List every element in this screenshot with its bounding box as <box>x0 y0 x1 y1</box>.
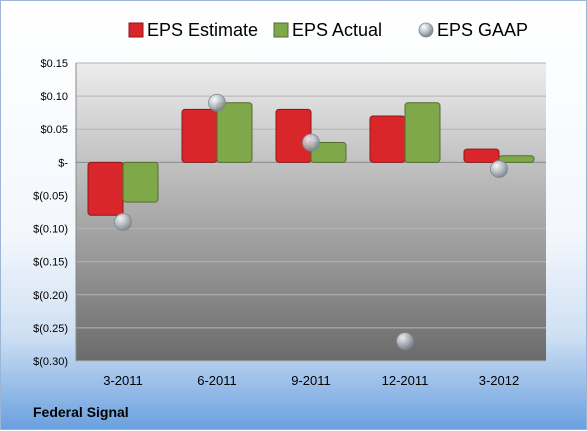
bar-eps-estimate <box>369 115 406 163</box>
x-tick-label: 3-2012 <box>479 373 519 388</box>
bar-eps-estimate <box>463 148 500 163</box>
x-tick-label: 3-2011 <box>103 373 143 388</box>
plot-area <box>76 63 546 361</box>
y-tick-label: $(0.30) <box>33 356 68 368</box>
legend-marker <box>418 22 434 38</box>
legend: EPS Estimate EPS Actual EPS GAAP <box>128 20 528 40</box>
bar-eps-actual <box>310 141 347 163</box>
legend-label: EPS GAAP <box>437 20 528 40</box>
y-tick-label: $(0.20) <box>33 290 68 302</box>
gaap-points <box>114 93 508 351</box>
y-tick-label: $(0.15) <box>33 257 68 269</box>
y-tick-label: $(0.05) <box>33 190 68 202</box>
x-tick-label: 12-2011 <box>382 373 429 388</box>
bar-eps-actual <box>404 102 441 163</box>
gaap-point <box>396 332 414 351</box>
bars <box>87 102 535 216</box>
gaap-point <box>490 160 508 178</box>
gaap-point <box>302 133 320 152</box>
y-tick-label: $0.15 <box>40 58 68 70</box>
y-tick-label: $0.05 <box>40 124 68 136</box>
y-tick-label: $- <box>58 157 68 169</box>
y-tick-label: $(0.10) <box>33 224 68 236</box>
bar-eps-estimate <box>181 108 218 163</box>
bar-eps-actual <box>216 102 253 163</box>
bar-eps-actual <box>122 161 159 203</box>
legend-marker <box>273 22 289 38</box>
x-tick-label: 6-2011 <box>197 373 237 388</box>
x-tick-label: 9-2011 <box>291 373 331 388</box>
y-tick-label: $(0.25) <box>33 323 68 335</box>
bar-eps-actual <box>498 155 535 163</box>
bar-eps-estimate <box>87 161 124 216</box>
gaap-point <box>208 93 226 112</box>
y-axis-ticks: $0.15 $0.10 $0.05 $- $(0.05) $(0.10) $(0.15) $(… <box>33 58 68 368</box>
gaap-point <box>114 213 132 231</box>
legend-marker <box>128 22 144 38</box>
x-axis-ticks: 3-2011 6-2011 9-2011 12-2011 3-2012 <box>103 373 519 388</box>
y-tick-label: $0.10 <box>40 91 68 103</box>
company-name: Federal Signal <box>33 404 129 420</box>
legend-label: EPS Estimate <box>147 20 258 40</box>
legend-label: EPS Actual <box>292 20 382 40</box>
